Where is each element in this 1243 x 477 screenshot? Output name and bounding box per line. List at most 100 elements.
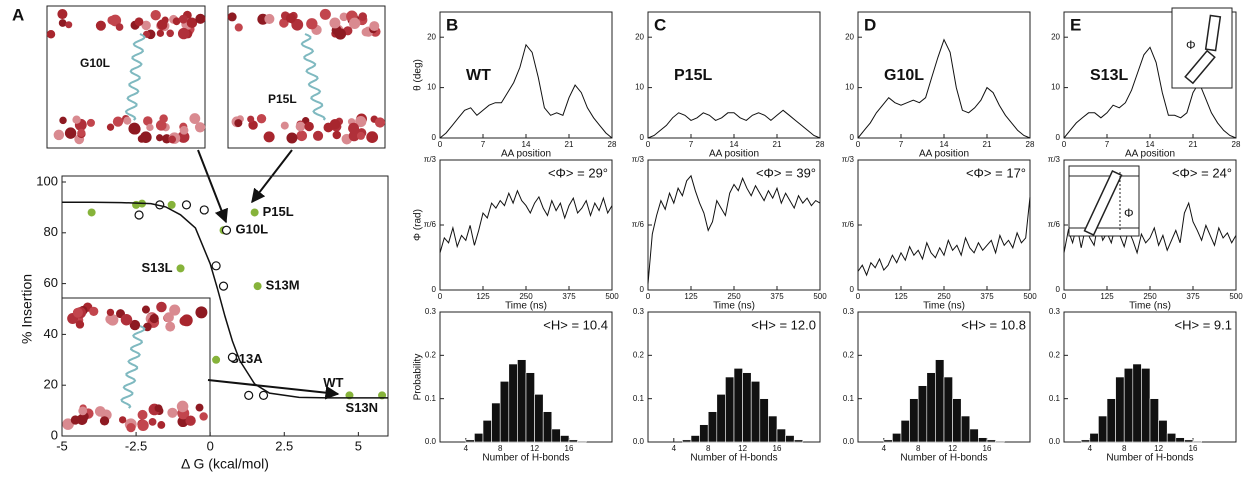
fit-curve bbox=[62, 201, 388, 399]
lipid-sphere bbox=[159, 114, 168, 123]
histogram-bar bbox=[917, 385, 928, 443]
x-tick-label: 250 bbox=[519, 292, 533, 301]
data-point bbox=[253, 282, 262, 291]
x-tick-label: 7 bbox=[1105, 140, 1110, 149]
lipid-sphere bbox=[234, 23, 243, 32]
lipid-sphere bbox=[94, 406, 106, 417]
histogram-bar bbox=[508, 363, 518, 443]
x-tick-label: 14 bbox=[940, 140, 949, 149]
variant-label: S13L bbox=[1090, 67, 1128, 84]
data-line bbox=[439, 189, 613, 253]
y-tick-label: π/6 bbox=[1048, 220, 1061, 229]
y-tick-label: 0.3 bbox=[425, 307, 437, 316]
x-tick-label: 16 bbox=[983, 444, 992, 453]
lipid-sphere bbox=[106, 123, 115, 131]
histogram-bar bbox=[465, 439, 475, 443]
histogram-bar bbox=[682, 439, 692, 443]
x-tick-label: 4 bbox=[464, 444, 469, 453]
histogram-bar bbox=[960, 415, 971, 443]
x-tick-label: 28 bbox=[1026, 140, 1035, 149]
annotation: <Φ> = 17° bbox=[966, 165, 1026, 180]
data-point bbox=[212, 355, 221, 364]
lipid-sphere bbox=[157, 421, 166, 429]
x-tick-label: 12 bbox=[530, 444, 539, 453]
x-tick-label: 28 bbox=[608, 140, 617, 149]
lipid-sphere bbox=[264, 13, 275, 24]
point-label: G10L bbox=[236, 222, 269, 237]
y-tick-label: 10 bbox=[845, 83, 854, 92]
data-point bbox=[199, 205, 209, 215]
lipid-sphere bbox=[304, 121, 314, 132]
y-tick-label: π/6 bbox=[424, 220, 437, 229]
inset-symbol: Φ bbox=[1186, 38, 1196, 52]
lipid-sphere bbox=[165, 321, 176, 332]
lipid-sphere bbox=[112, 116, 124, 127]
x-tick-label: 8 bbox=[916, 444, 921, 453]
data-point bbox=[258, 390, 269, 400]
lipid-sphere bbox=[374, 117, 386, 128]
lipid-sphere bbox=[78, 406, 88, 416]
lipid-sphere bbox=[107, 15, 117, 25]
histogram-bar bbox=[1158, 420, 1168, 443]
data-point bbox=[167, 200, 176, 209]
x-tick-label: 14 bbox=[1146, 140, 1155, 149]
lipid-sphere bbox=[62, 418, 74, 430]
x-tick-label: 500 bbox=[813, 292, 827, 301]
x-tick-label: 28 bbox=[816, 140, 825, 149]
x-axis-label: AA position bbox=[1125, 149, 1175, 160]
y-tick-label: 0.2 bbox=[1049, 350, 1061, 359]
annotation: <Φ> = 24° bbox=[1172, 165, 1232, 180]
x-tick-label: 4 bbox=[882, 444, 887, 453]
lipid-sphere bbox=[115, 23, 124, 31]
data-point bbox=[134, 210, 144, 220]
x-axis-label: Number of H-bonds bbox=[690, 453, 777, 464]
lipid-sphere bbox=[348, 122, 360, 134]
lipid-sphere bbox=[75, 320, 85, 329]
lipid-sphere bbox=[256, 113, 267, 124]
lipid-sphere bbox=[156, 301, 167, 313]
x-tick-label: 8 bbox=[498, 444, 503, 453]
x-tick-label: 375 bbox=[1186, 292, 1200, 301]
lipid-sphere bbox=[179, 125, 189, 135]
y-tick-label: 40 bbox=[44, 326, 58, 341]
inset-rod bbox=[1204, 14, 1222, 52]
histogram-bar bbox=[525, 372, 535, 443]
x-tick-label: 0 bbox=[646, 140, 651, 149]
lipid-sphere bbox=[369, 21, 380, 32]
histogram-bar bbox=[742, 372, 752, 443]
histogram-bar bbox=[900, 420, 910, 443]
x-tick-label: 0 bbox=[1062, 292, 1067, 301]
lipid-sphere bbox=[154, 404, 163, 413]
lipid-sphere bbox=[59, 116, 67, 125]
lipid-sphere bbox=[166, 29, 174, 38]
histogram-bar bbox=[943, 376, 953, 443]
histogram-bar bbox=[577, 440, 587, 443]
x-tick-label: 7 bbox=[899, 140, 904, 149]
helix bbox=[124, 33, 146, 121]
lipid-sphere bbox=[169, 304, 181, 316]
x-axis-label: AA position bbox=[919, 149, 969, 160]
data-point bbox=[218, 281, 229, 291]
data-point bbox=[227, 352, 238, 362]
lipid-sphere bbox=[72, 115, 81, 124]
plot-frame bbox=[61, 175, 389, 437]
lipid-sphere bbox=[46, 30, 56, 39]
x-tick-label: 500 bbox=[1229, 292, 1243, 301]
lipid-sphere bbox=[156, 134, 164, 142]
histogram-bar bbox=[560, 435, 570, 443]
x-tick-label: -2.5 bbox=[125, 438, 147, 453]
y-tick-label: 0.0 bbox=[633, 437, 645, 446]
lipid-sphere bbox=[279, 18, 289, 28]
x-axis-label: Number of H-bonds bbox=[482, 453, 569, 464]
x-tick-label: 4 bbox=[1088, 444, 1093, 453]
x-tick-label: 125 bbox=[894, 292, 908, 301]
lipid-sphere bbox=[332, 130, 342, 140]
lipid-sphere bbox=[143, 116, 153, 126]
lipid-sphere bbox=[178, 14, 188, 24]
lipid-sphere bbox=[134, 17, 144, 27]
variant-label: G10L bbox=[884, 67, 924, 84]
lipid-sphere bbox=[296, 130, 308, 142]
lipid-sphere bbox=[129, 319, 141, 331]
variant-label: P15L bbox=[674, 67, 712, 84]
histogram-bar bbox=[785, 435, 795, 443]
